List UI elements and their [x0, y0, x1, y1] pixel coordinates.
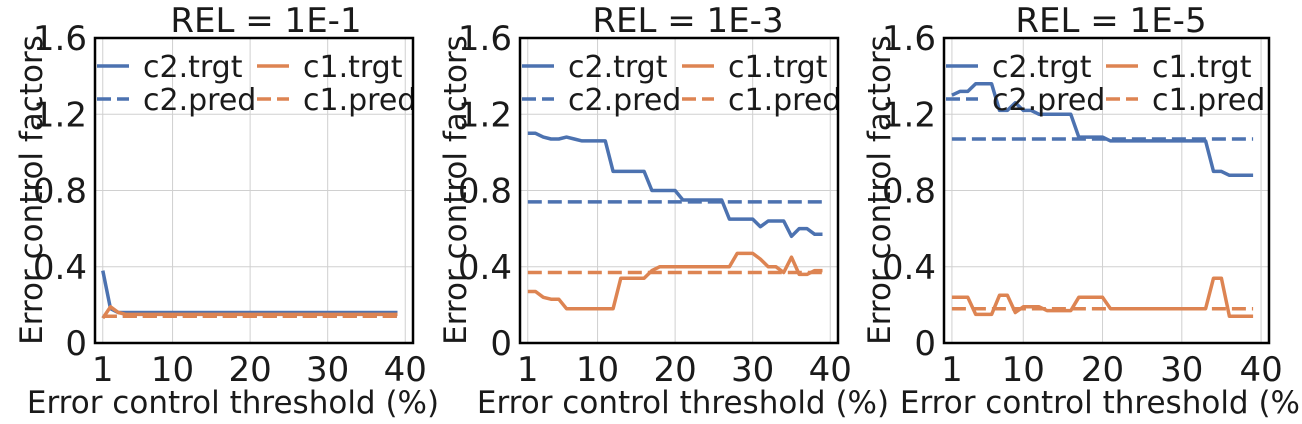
- legend-label: c2.trgt: [568, 50, 668, 85]
- axes-frame: [93, 36, 415, 345]
- chart-title: REL = 1E-1: [170, 1, 361, 41]
- x-axis-label: Error control threshold (%): [477, 385, 889, 421]
- plot-area: c2.trgt c1.trgt c2.pred c1.pred 1 10 20 30 40 0 0.…: [33, 19, 427, 390]
- series-line-c2-trgt: [951, 82, 1254, 178]
- plot-area: c2.trgt c1.trgt c2.pred c1.pred 1 10 20 30 40 0 0.…: [458, 19, 852, 390]
- y-tick-label: 1.6: [458, 19, 512, 59]
- x-tick-label: 20: [228, 350, 271, 390]
- y-tick-label: 0.4: [458, 248, 512, 288]
- y-tick-label: 0.4: [33, 248, 87, 288]
- legend-label: c2.pred: [992, 83, 1105, 118]
- x-tick-label: 30: [306, 350, 349, 390]
- x-tick-label: 1: [517, 350, 539, 390]
- axes-frame: [518, 36, 840, 345]
- legend-label: c2.trgt: [992, 50, 1092, 85]
- series-line-c1-trgt: [101, 305, 398, 320]
- legend-label: c1.pred: [303, 83, 416, 118]
- legend-label: c1.trgt: [303, 50, 403, 85]
- legend-label: c2.pred: [143, 83, 256, 118]
- series-line-c2-trgt: [527, 131, 823, 239]
- y-tick-label: 0: [914, 324, 936, 364]
- plot-area: c2.trgt c1.trgt c2.pred c1.pred 1 10 20 30 40 0 0.…: [882, 19, 1283, 390]
- axes-frame: [942, 36, 1271, 345]
- legend-label: c1.pred: [1152, 83, 1265, 118]
- chart-title: REL = 1E-5: [1015, 1, 1206, 41]
- legend-label: c2.pred: [568, 83, 681, 118]
- y-tick-label: 1.6: [882, 19, 936, 59]
- y-tick-label: 0: [490, 324, 512, 364]
- y-tick-label: 1.2: [33, 95, 87, 135]
- y-tick-label: 0: [65, 324, 87, 364]
- legend-label: c1.trgt: [728, 50, 828, 85]
- x-tick-label: 10: [151, 350, 194, 390]
- chart-title: REL = 1E-3: [592, 1, 783, 41]
- x-tick-label: 20: [653, 350, 696, 390]
- y-tick-label: 0.8: [458, 172, 512, 212]
- x-tick-label: 30: [1160, 350, 1203, 390]
- y-axis-label: Error control factors: [14, 35, 50, 345]
- y-tick-label: 1.2: [882, 95, 936, 135]
- x-tick-label: 40: [1239, 350, 1282, 390]
- x-tick-label: 10: [576, 350, 619, 390]
- x-tick-label: 1: [92, 350, 114, 390]
- y-tick-label: 1.2: [458, 95, 512, 135]
- x-tick-label: 40: [384, 350, 427, 390]
- x-tick-label: 40: [809, 350, 852, 390]
- panel-rel-1e-5: REL = 1E-5 Error control factors Error c…: [862, 1, 1302, 421]
- panel-rel-1e-3: REL = 1E-3 Error control factors Error c…: [438, 1, 889, 421]
- y-tick-label: 0.4: [882, 248, 936, 288]
- y-axis-label: Error control factors: [438, 35, 474, 345]
- x-tick-label: 10: [1002, 350, 1045, 390]
- y-tick-label: 0.8: [882, 172, 936, 212]
- x-axis-label: Error control threshold (%): [900, 385, 1302, 421]
- y-axis-label: Error control factors: [862, 35, 898, 345]
- x-tick-label: 20: [1081, 350, 1124, 390]
- x-tick-label: 30: [731, 350, 774, 390]
- series-line-c1-trgt: [527, 251, 823, 311]
- legend-label: c2.trgt: [143, 50, 243, 85]
- legend-label: c1.pred: [728, 83, 841, 118]
- x-tick-label: 1: [941, 350, 963, 390]
- y-tick-label: 0.8: [33, 172, 87, 212]
- legend-label: c1.trgt: [1152, 50, 1252, 85]
- x-axis-label: Error control threshold (%): [27, 385, 439, 421]
- y-tick-label: 1.6: [33, 19, 87, 59]
- panel-rel-1e-1: REL = 1E-1 Error control factors Error c…: [14, 1, 439, 421]
